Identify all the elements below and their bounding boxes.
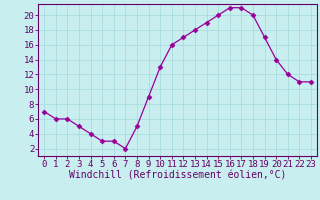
X-axis label: Windchill (Refroidissement éolien,°C): Windchill (Refroidissement éolien,°C) — [69, 171, 286, 181]
